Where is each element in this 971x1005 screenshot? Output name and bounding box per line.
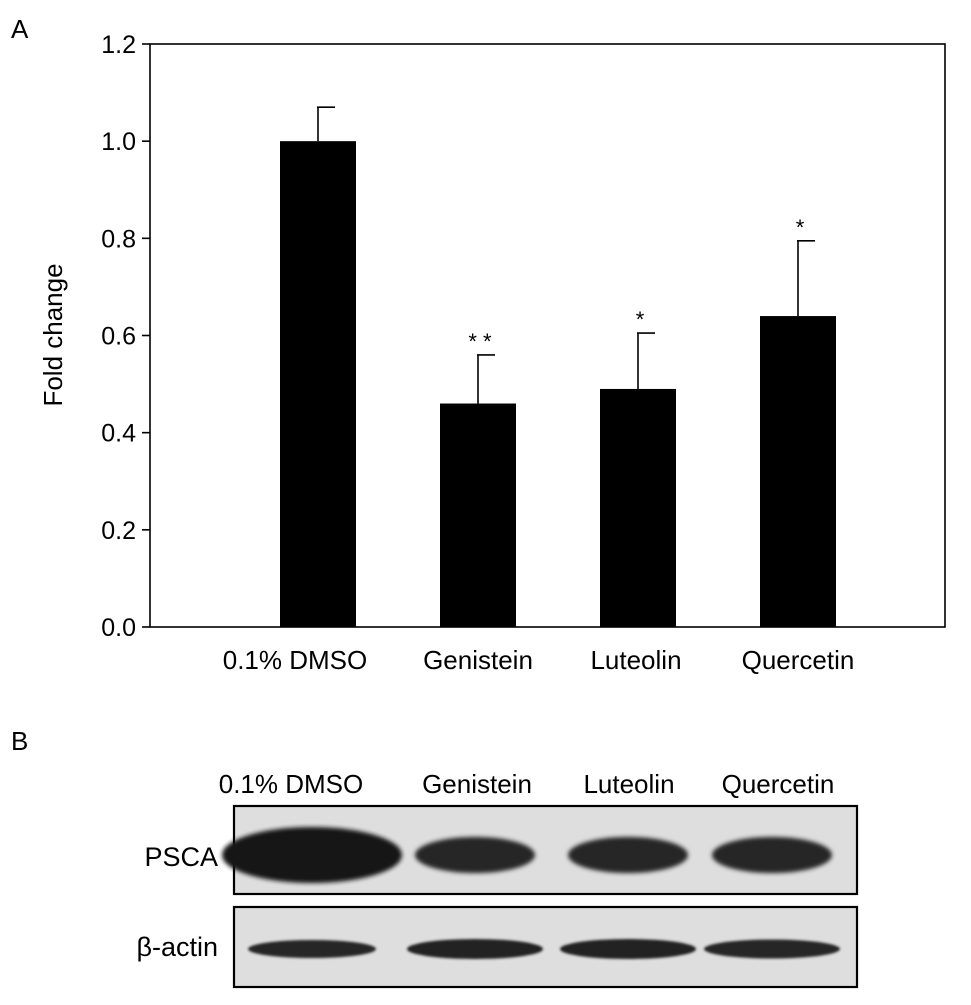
significance-marker: * * <box>468 329 492 354</box>
blot-label: PSCA <box>144 842 218 872</box>
bar-chart: 0.0 0.2 0.4 0.6 0.8 1.0 1.2 * * * * 0.1% DMSO Gen… <box>38 31 946 675</box>
panel-a-label: A <box>11 14 29 44</box>
lane-label: Luteolin <box>583 769 674 799</box>
x-tick-label: 0.1% DMSO <box>223 645 368 675</box>
x-tick-label: Genistein <box>423 645 533 675</box>
y-tick-label: 1.0 <box>101 128 136 156</box>
blot-band <box>415 836 535 874</box>
blot-label: β-actin <box>136 932 218 962</box>
bars: * * * * <box>280 106 836 627</box>
bar <box>760 316 836 627</box>
x-axis-labels: 0.1% DMSO Genistein Luteolin Quercetin <box>223 645 855 675</box>
y-tick-label: 0.4 <box>101 420 136 448</box>
y-axis-ticks: 0.0 0.2 0.4 0.6 0.8 1.0 1.2 <box>101 31 150 642</box>
blot-band <box>712 836 832 874</box>
bar <box>280 141 356 627</box>
lane-label: Quercetin <box>722 769 835 799</box>
blot-band <box>407 939 543 959</box>
blot-band <box>222 827 402 883</box>
x-tick-label: Luteolin <box>590 645 681 675</box>
blot-band <box>704 939 840 959</box>
bar <box>440 403 516 627</box>
panel-b-label: B <box>11 726 28 756</box>
significance-marker: * <box>796 215 805 240</box>
y-tick-label: 0.6 <box>101 323 136 351</box>
y-tick-label: 1.2 <box>101 31 136 59</box>
y-tick-label: 0.8 <box>101 225 136 253</box>
blot-row: PSCA <box>144 804 859 896</box>
bar <box>600 388 676 627</box>
y-axis-label: Fold change <box>38 263 68 406</box>
blot-band <box>248 940 376 958</box>
lane-label: Genistein <box>422 769 532 799</box>
blot-rows: PSCA β-actin <box>136 804 859 989</box>
lane-labels: 0.1% DMSO Genistein Luteolin Quercetin <box>219 769 835 799</box>
significance-marker: * <box>636 307 645 332</box>
plot-frame <box>149 43 946 628</box>
western-blot: 0.1% DMSO Genistein Luteolin Quercetin PSCA… <box>136 769 859 989</box>
y-tick-label: 0.2 <box>101 517 136 545</box>
lane-label: 0.1% DMSO <box>219 769 364 799</box>
x-tick-label: Quercetin <box>742 645 855 675</box>
y-tick-label: 0.0 <box>101 614 136 642</box>
blot-band <box>560 939 696 959</box>
blot-band <box>568 836 688 874</box>
blot-row: β-actin <box>136 905 859 989</box>
